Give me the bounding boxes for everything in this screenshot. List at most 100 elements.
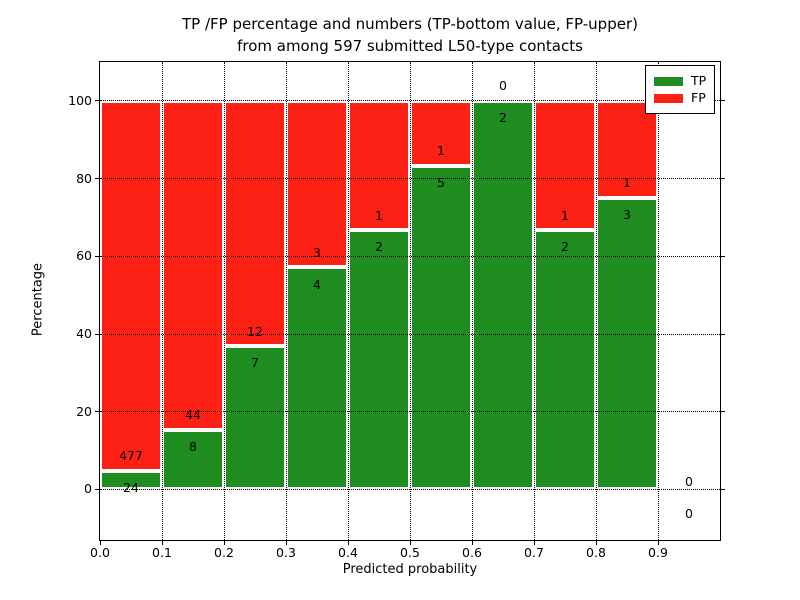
- legend-entry-tp: TP: [654, 74, 707, 88]
- fp-swatch-icon: [654, 93, 683, 103]
- bar-fp-segment: [100, 100, 162, 471]
- x-tick: [161, 540, 163, 545]
- x-gridline: [285, 62, 287, 540]
- bar-fp-count-label: 0: [499, 78, 507, 94]
- x-gridline: [471, 62, 473, 540]
- x-tick-label: 0.1: [152, 545, 172, 560]
- bar-fp-count-label: 1: [623, 175, 631, 191]
- y-tick: [95, 100, 100, 102]
- x-tick: [533, 540, 535, 545]
- y-tick: [95, 178, 100, 180]
- y-tick-right: [720, 178, 725, 180]
- y-gridline: [100, 411, 720, 413]
- bar-tp-count-label: 24: [123, 479, 139, 495]
- bar-tp-segment: [534, 230, 596, 490]
- bar-fp-segment: [596, 100, 658, 198]
- bar-tp-count-label: 2: [375, 239, 383, 255]
- bar-tp-count-label: 0: [685, 505, 693, 521]
- tp-swatch-icon: [654, 76, 683, 86]
- bar-tp-count-label: 5: [437, 174, 445, 190]
- y-tick-right: [720, 411, 725, 413]
- x-axis-label: Predicted probability: [342, 562, 478, 577]
- y-gridline: [100, 255, 720, 257]
- y-tick-label: 80: [76, 170, 92, 186]
- x-tick-label: 0.5: [400, 545, 420, 560]
- x-tick: [657, 540, 659, 545]
- x-tick-label: 0.6: [462, 545, 482, 560]
- chart-title-line1: TP /FP percentage and numbers (TP-bottom…: [182, 15, 638, 33]
- x-tick-label: 0.4: [338, 545, 358, 560]
- y-tick: [95, 255, 100, 257]
- y-tick-label: 40: [76, 326, 92, 342]
- y-axis-label: Percentage: [30, 262, 46, 337]
- y-gridline: [100, 333, 720, 335]
- bar-tp-segment: [348, 230, 410, 490]
- bar-tp-segment: [596, 198, 658, 490]
- bar-tp-segment: [162, 429, 224, 490]
- y-gridline: [100, 178, 720, 180]
- y-tick-right: [720, 255, 725, 257]
- x-tick: [347, 540, 349, 545]
- bar-fp-count-label: 1: [375, 207, 383, 223]
- x-tick: [99, 540, 101, 545]
- x-tick: [595, 540, 597, 545]
- x-gridline: [657, 62, 659, 540]
- bar-tp-segment: [410, 165, 472, 490]
- bar-fp-count-label: 1: [561, 207, 569, 223]
- x-tick-label: 0.0: [90, 545, 110, 560]
- y-gridline: [100, 100, 720, 102]
- y-tick: [95, 333, 100, 335]
- bar-tp-count-label: 7: [251, 355, 259, 371]
- x-tick-label: 0.9: [648, 545, 668, 560]
- x-gridline: [595, 62, 597, 540]
- bar-fp-segment: [534, 100, 596, 231]
- y-tick-label: 20: [76, 403, 92, 419]
- legend-entry-fp: FP: [654, 91, 707, 105]
- bar-fp-count-label: 3: [313, 244, 321, 260]
- y-tick: [95, 411, 100, 413]
- legend-label-fp: FP: [691, 90, 706, 105]
- bar-tp-count-label: 2: [561, 239, 569, 255]
- x-gridline: [347, 62, 349, 540]
- bar-fp-count-label: 477: [119, 448, 143, 464]
- bar-fp-count-label: 1: [437, 142, 445, 158]
- bar-fp-count-label: 44: [185, 406, 201, 422]
- x-tick-label: 0.8: [586, 545, 606, 560]
- bar-fp-segment: [286, 100, 348, 268]
- x-tick-label: 0.2: [214, 545, 234, 560]
- x-tick-label: 0.7: [524, 545, 544, 560]
- y-tick-right: [720, 488, 725, 490]
- bar-fp-segment: [224, 100, 286, 347]
- bar-tp-count-label: 4: [313, 276, 321, 292]
- x-tick: [285, 540, 287, 545]
- bar-fp-segment: [348, 100, 410, 231]
- x-gridline: [161, 62, 163, 540]
- bar-tp-segment: [472, 100, 534, 490]
- x-gridline: [533, 62, 535, 540]
- legend-label-tp: TP: [691, 73, 707, 88]
- y-tick-label: 60: [76, 248, 92, 264]
- x-gridline: [223, 62, 225, 540]
- y-tick-label: 0: [84, 481, 92, 497]
- bar-tp-segment: [100, 470, 162, 490]
- bar-tp-count-label: 2: [499, 109, 507, 125]
- x-tick: [409, 540, 411, 545]
- x-tick-label: 0.3: [276, 545, 296, 560]
- y-gridline: [100, 488, 720, 490]
- bar-tp-count-label: 8: [189, 438, 197, 454]
- y-tick-right: [720, 100, 725, 102]
- bar-fp-segment: [162, 100, 224, 430]
- y-tick-right: [720, 333, 725, 335]
- bar-tp-segment: [286, 267, 348, 490]
- y-tick-label: 100: [68, 92, 92, 108]
- bar-fp-segment: [410, 100, 472, 166]
- legend: TP FP: [645, 65, 715, 114]
- y-tick: [95, 488, 100, 490]
- bar-fp-count-label: 12: [247, 323, 263, 339]
- bar-fp-count-label: 0: [685, 474, 693, 490]
- x-gridline: [409, 62, 411, 540]
- bar-tp-segment: [224, 346, 286, 490]
- x-tick: [223, 540, 225, 545]
- bar-tp-count-label: 3: [623, 207, 631, 223]
